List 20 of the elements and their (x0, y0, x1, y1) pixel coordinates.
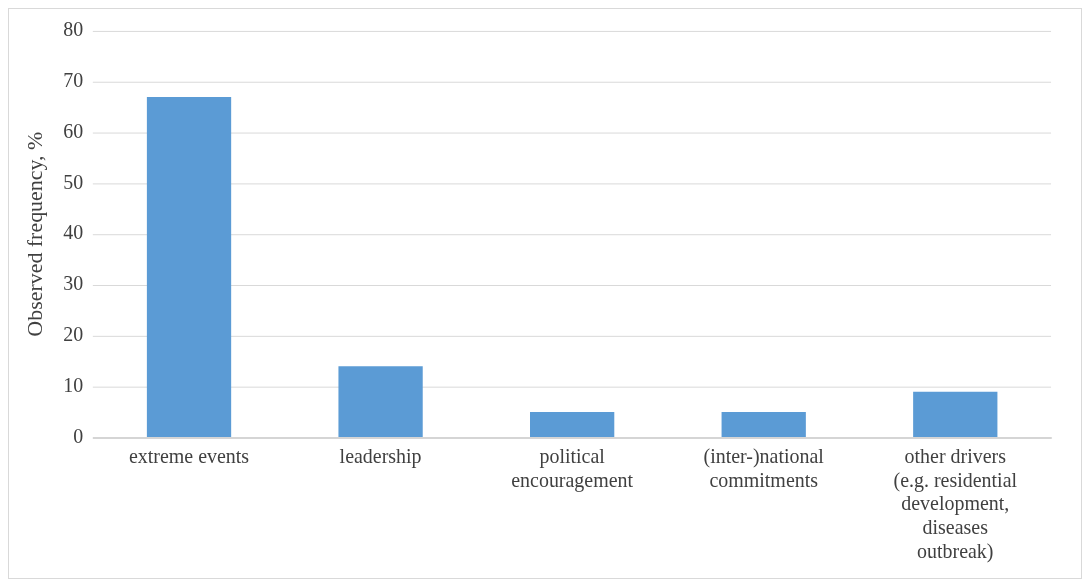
y-tick-label: 80 (63, 18, 84, 41)
bar (721, 412, 806, 437)
x-tick-label: leadership (339, 444, 422, 468)
y-tick-label: 0 (73, 424, 84, 447)
bar (338, 366, 423, 437)
x-tick-label: other drivers (e.g. residential development, diseases outbreak) (893, 444, 1018, 564)
y-tick-label: 40 (63, 221, 84, 244)
x-tick-label: (inter-)national commitments (703, 444, 825, 491)
x-tick-label: extreme events (128, 444, 250, 467)
y-axis-title: Observed frequency, % (21, 131, 47, 337)
y-tick-label: 60 (63, 119, 84, 142)
y-tick-label: 10 (63, 373, 84, 396)
y-tick-label: 20 (63, 323, 84, 346)
x-tick-label: political encouragement (511, 444, 634, 492)
bar (146, 96, 232, 437)
y-tick-label: 70 (63, 68, 84, 91)
bar (913, 391, 998, 437)
y-tick-label: 50 (63, 170, 84, 193)
y-tick-label: 30 (63, 272, 84, 295)
bar (530, 412, 615, 437)
